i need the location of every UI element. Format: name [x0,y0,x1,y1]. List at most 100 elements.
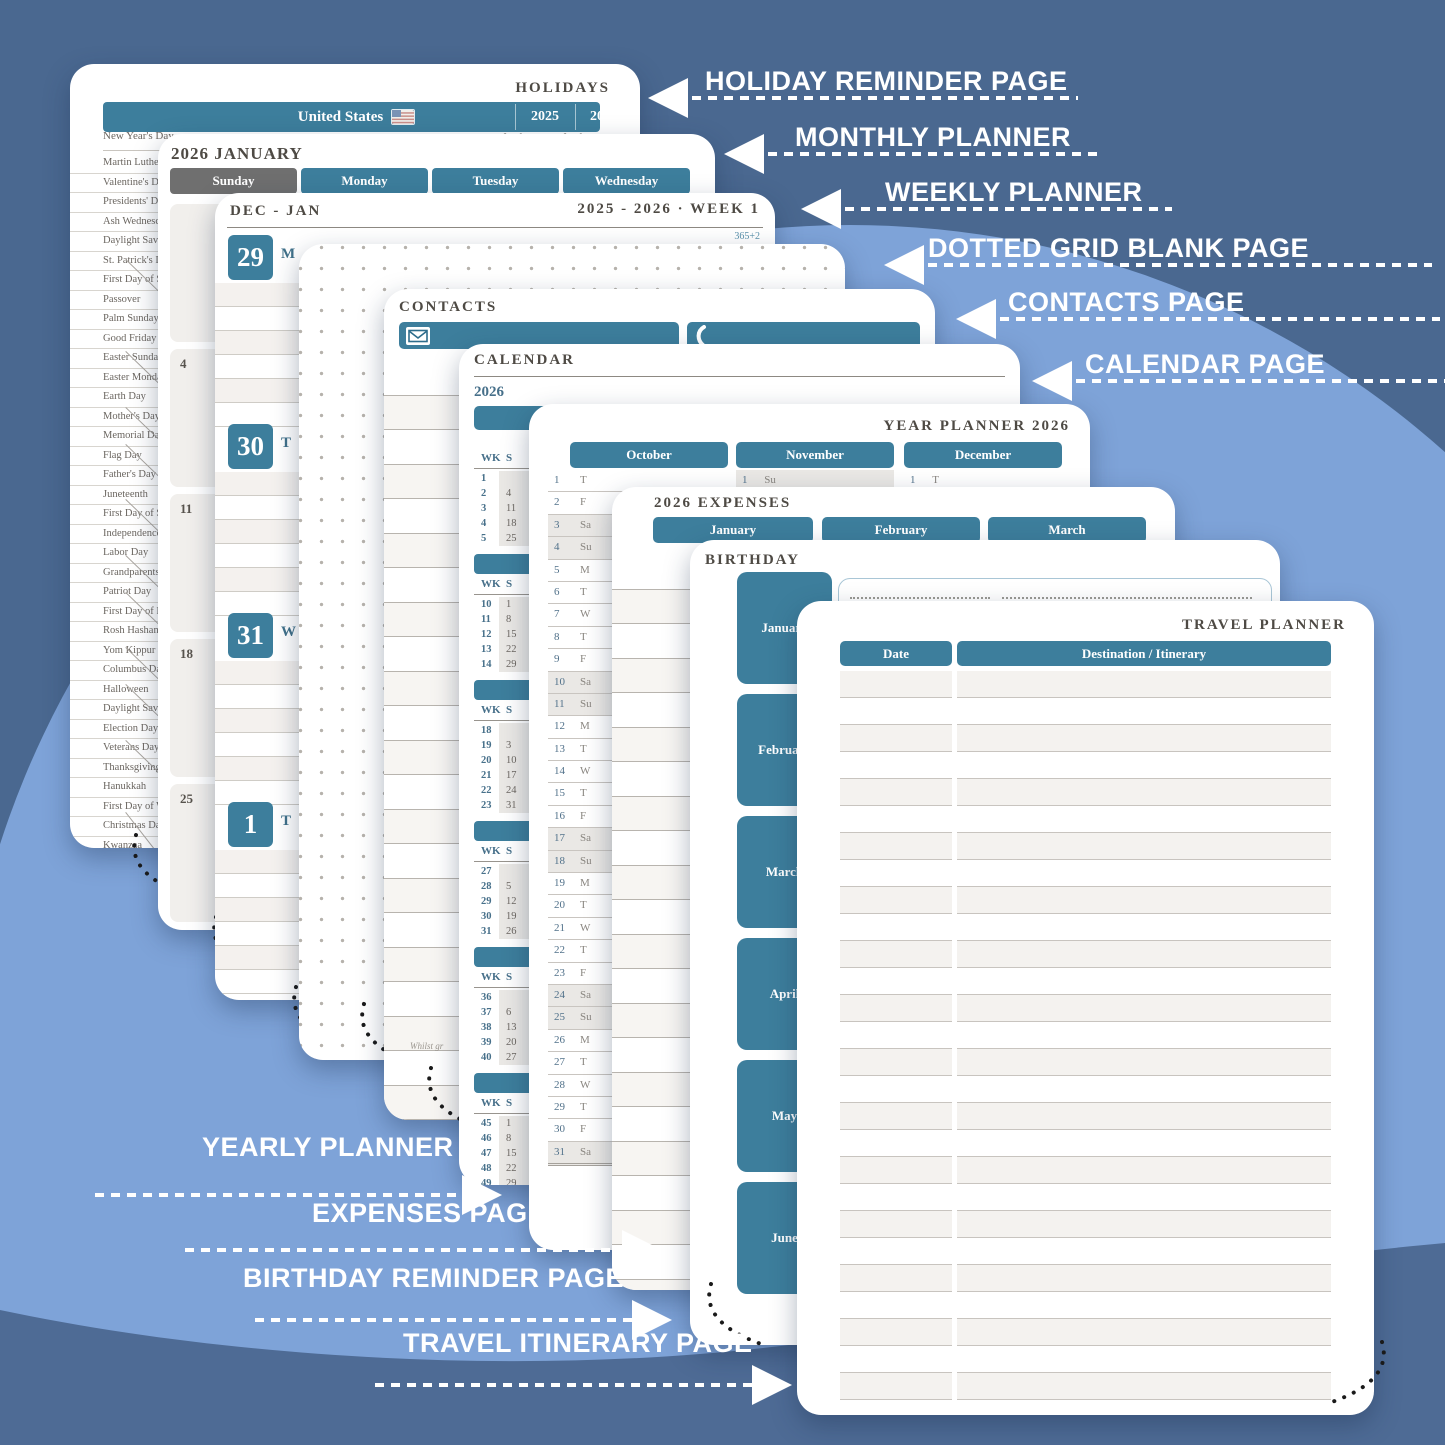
month-bar-february: February [822,517,980,543]
day-number: 4 [554,541,560,554]
day-header: 29 M [215,233,775,283]
dashed-line [692,96,1078,100]
callout-expenses-page: EXPENSES PAGE [312,1198,547,1228]
date-cell [840,1292,952,1319]
page-title: 2026 JANUARY [171,144,303,163]
week-row: 39 20 [474,1035,789,1050]
itinerary-cell [957,833,1331,860]
table-row [797,914,1374,941]
week-row: 46 8 [474,1131,789,1146]
day-letter: F [580,809,587,822]
itinerary-cell [957,1346,1331,1373]
week-range-title: 2025 - 2026 · WEEK 1 [577,201,760,217]
wk-label: WK [481,971,501,983]
itinerary-cell [957,1265,1331,1292]
itinerary-cell [957,860,1331,887]
day-letter: T [580,787,587,800]
sunday-date: 12 [506,896,517,907]
day-letter: T [580,585,587,598]
week-number: 45 [481,1118,492,1129]
day-header: 31 W [215,611,775,661]
sunday-date: 15 [506,1148,517,1159]
arrow-left-icon [801,189,841,229]
holiday-name: New Year's Day [103,130,174,142]
date-cell [840,779,952,806]
month-bar-march: March [988,517,1146,543]
week-row: 27 [474,864,789,879]
day-number: 28 [554,1078,565,1091]
week-row: 12 15 [474,627,789,642]
week-number: 10 [481,599,492,610]
disclaimer-text: Whilst gr [410,1041,444,1051]
day-letter: Su [764,474,776,486]
callout-calendar-page: CALENDAR PAGE [1085,349,1326,379]
sunday-label: S [506,845,513,857]
sunday-date: 6 [506,1007,512,1018]
itinerary-cell [957,806,1331,833]
day-number: 8 [554,630,560,643]
sunday-date: 29 [506,659,517,670]
day-number: 18 [554,854,565,867]
day-number: 30 [554,1123,565,1136]
week-number: 14 [481,659,492,670]
month-bar-november: November [736,442,894,468]
arrow-left-icon [724,134,764,174]
date-cell [840,806,952,833]
table-row [797,1103,1374,1130]
week-number: 38 [481,1022,492,1033]
day-number: 29 [554,1100,565,1113]
week-number: 2 [481,488,487,499]
week-number: 11 [481,614,491,625]
itinerary-cell [957,725,1331,752]
date-cell [840,833,952,860]
arrow-left-icon [648,78,688,118]
arrow-left-icon [956,299,996,339]
dashed-line [768,152,1098,156]
week-number: 13 [481,644,492,655]
sunday-label: S [506,1097,513,1109]
week-number: 39 [481,1037,492,1048]
wk-header: WK S [474,1097,532,1114]
itinerary-cell [957,1211,1331,1238]
week-row: 23 31 [474,798,789,813]
day-letter: F [580,966,587,979]
date-cell [840,1157,952,1184]
sunday-date: 17 [506,770,517,781]
day-letter: M [580,563,590,576]
itinerary-cell [957,671,1331,698]
date-cell [840,1076,952,1103]
sunday-date: 8 [506,614,512,625]
dashed-line [928,263,1432,267]
day-number: 6 [554,585,560,598]
day-letter: T [932,474,939,486]
sunday-label: S [506,578,513,590]
divider [474,376,1005,377]
day-letter: M [580,720,590,733]
week-number: 30 [481,911,492,922]
calendar-month-block: WK S 1 2 4 3 11 4 18 5 25 [474,452,789,546]
week-number: 36 [481,992,492,1003]
wk-header: WK S [474,452,532,469]
sunday-date: 5 [506,881,512,892]
day-header: 30 T [215,422,775,472]
day-letter: Sa [580,988,591,1001]
week-number: 19 [481,740,492,751]
week-row: 31 26 [474,924,789,939]
date-cell [840,1022,952,1049]
day-header-sunday: Sunday [170,168,297,194]
table-row [797,995,1374,1022]
week-number: 12 [481,629,492,640]
week-rows: 1 2 4 3 11 4 18 5 25 [474,471,789,546]
dashed-line [1000,317,1440,321]
sunday-date: 4 [506,488,512,499]
sunday-date: 18 [506,518,517,529]
itinerary-cell [957,995,1331,1022]
destination-column-header: Destination / Itinerary [957,641,1331,666]
callout-monthly-planner: MONTHLY PLANNER [795,122,1072,152]
week-rows: 27 28 5 29 12 30 19 31 26 [474,864,789,939]
month-bar-december: December [904,442,1062,468]
week-row: 28 5 [474,879,789,894]
sunday-date: 31 [506,800,517,811]
day-number: 3 [554,518,560,531]
table-row [797,1265,1374,1292]
